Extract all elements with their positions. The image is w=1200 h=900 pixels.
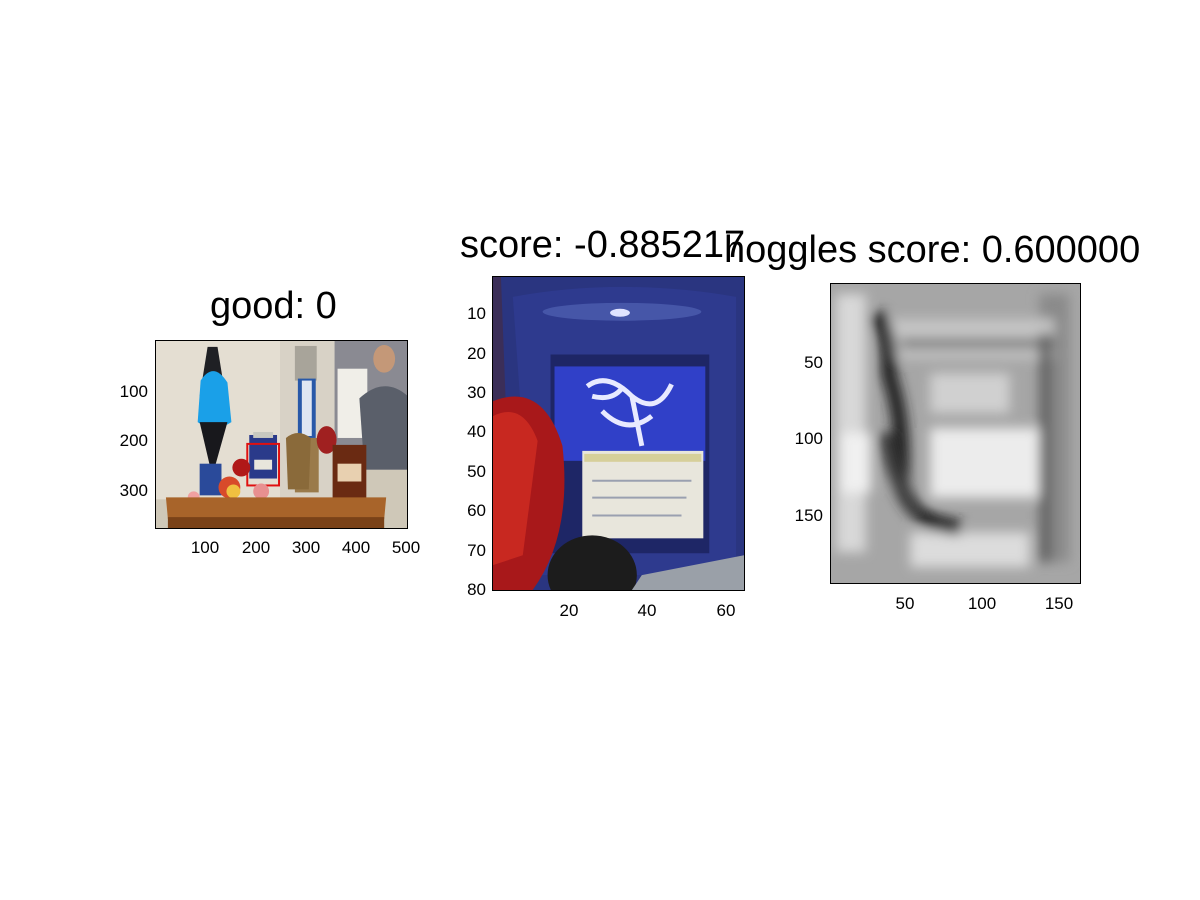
panel-2-image	[492, 276, 745, 591]
panel-3-x-tick: 50	[895, 594, 915, 613]
panel-2-y-tick: 70	[467, 541, 486, 560]
panel-1-x-tick: 100	[190, 538, 220, 557]
panel-1-title: good: 0	[210, 285, 337, 327]
panel-2-y-tick: 60	[467, 501, 486, 520]
panel-1-x-tick: 200	[241, 538, 271, 557]
panel-1-y-tick: 100	[119, 382, 148, 401]
panel-1-x-tick: 300	[291, 538, 321, 557]
panel-3-x-tick: 100	[967, 594, 997, 613]
panel-3-x-tick: 150	[1044, 594, 1074, 613]
panel-2-y-tick: 30	[467, 383, 486, 402]
panel-3-y-tick: 100	[794, 429, 823, 448]
panel-2-title: score: -0.885217	[460, 224, 746, 266]
panel-2-y-tick: 80	[467, 580, 486, 599]
panel-2-y-tick: 50	[467, 462, 486, 481]
panel-1-image	[155, 340, 408, 529]
panel-2-y-tick: 40	[467, 422, 486, 441]
panel-1-x-tick: 500	[391, 538, 421, 557]
panel-3-image	[830, 283, 1081, 584]
panel-1-x-tick: 400	[341, 538, 371, 557]
panel-2-x-tick: 40	[637, 601, 657, 620]
panel-1-y-tick: 300	[119, 481, 148, 500]
panel-2-y-tick: 10	[467, 304, 486, 323]
panel-2-x-tick: 20	[559, 601, 579, 620]
panel-2-y-tick: 20	[467, 344, 486, 363]
panel-1-y-tick: 200	[119, 431, 148, 450]
panel-3-y-tick: 50	[804, 353, 823, 372]
panel-3-y-tick: 150	[794, 506, 823, 525]
panel-3-title: hoggles score: 0.600000	[724, 229, 1141, 271]
panel-2-x-tick: 60	[716, 601, 736, 620]
